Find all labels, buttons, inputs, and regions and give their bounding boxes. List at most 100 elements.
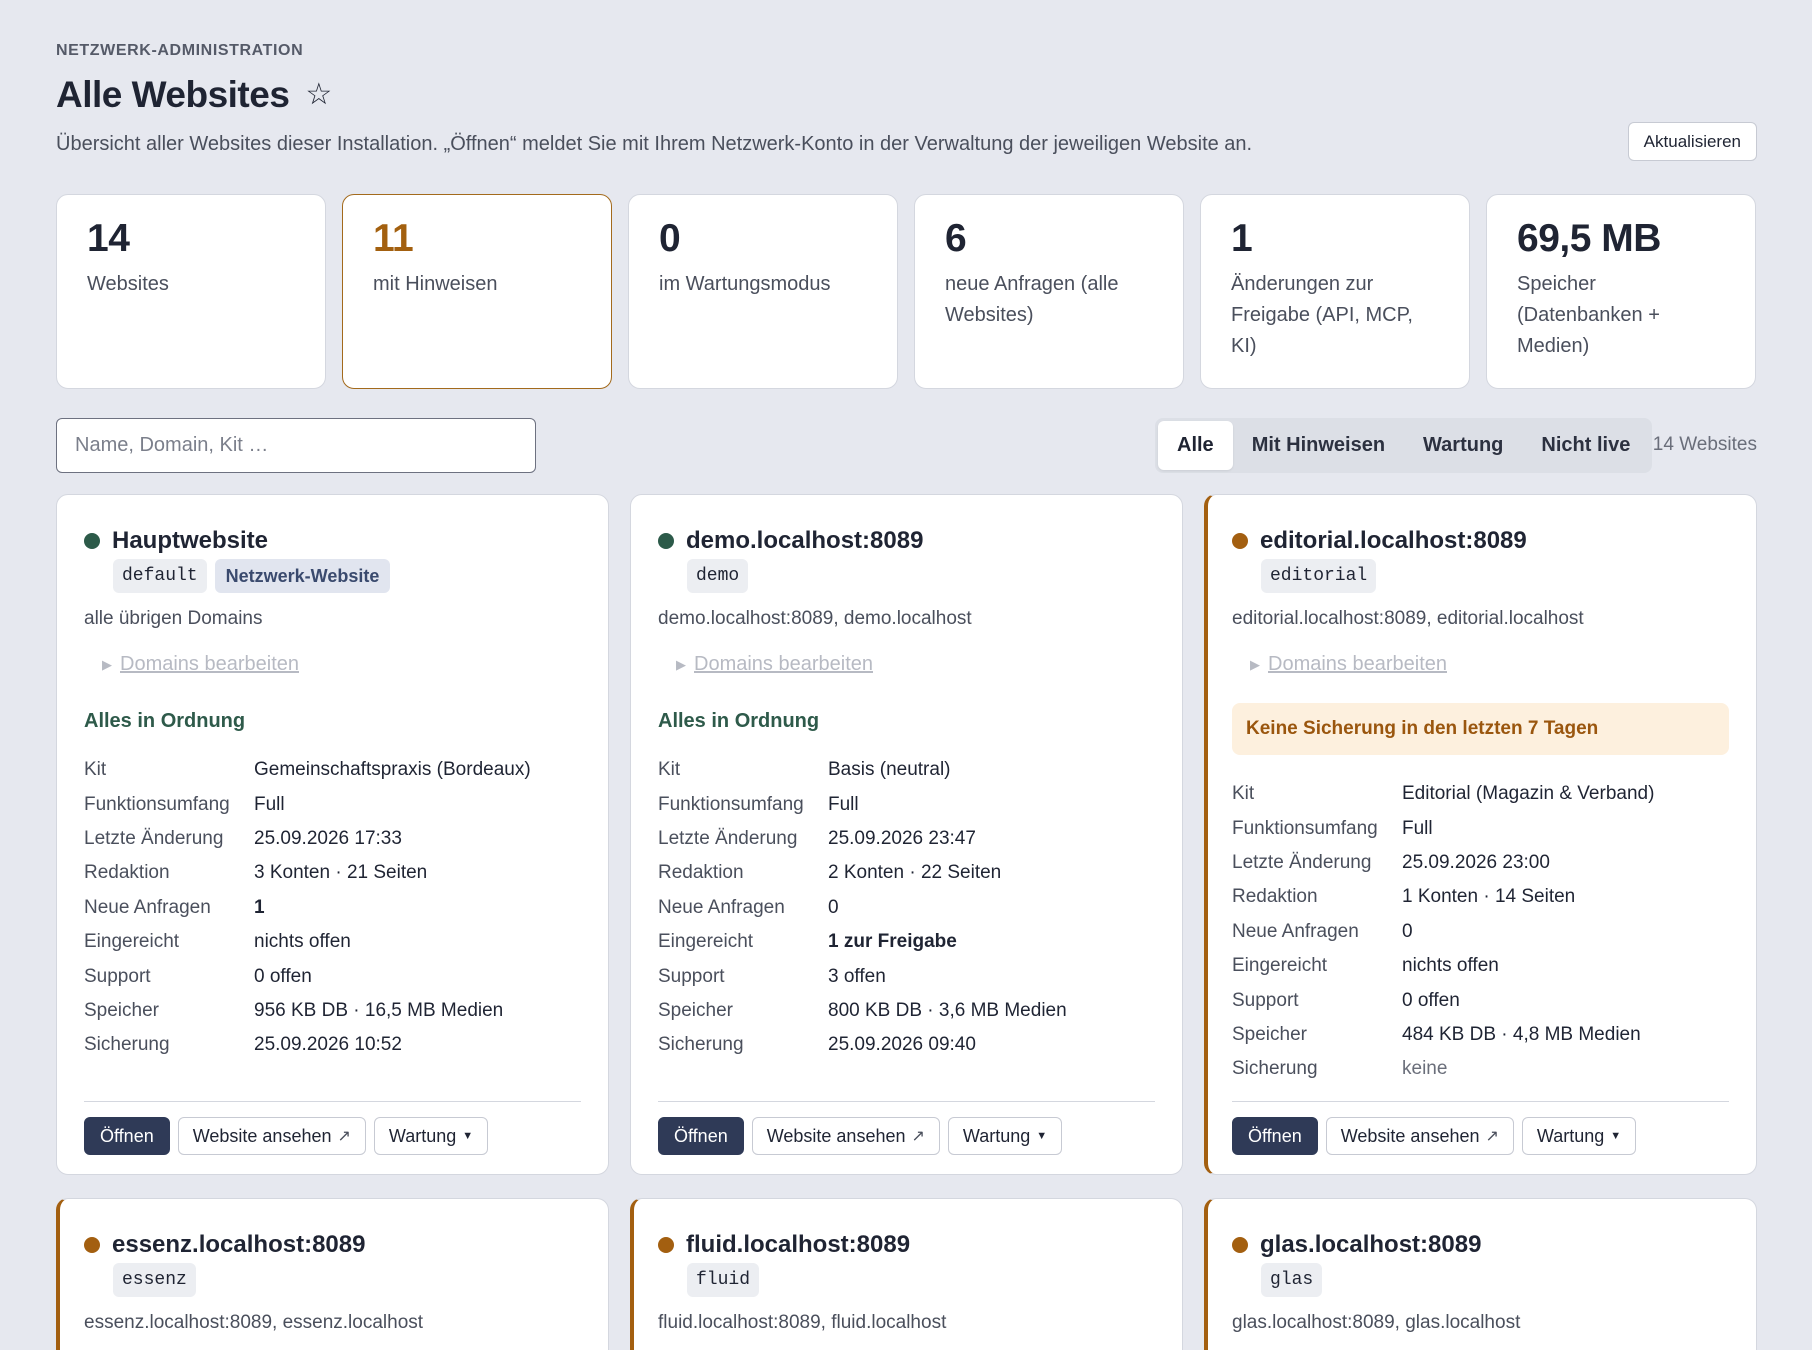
refresh-button[interactable]: Aktualisieren: [1627, 122, 1757, 161]
star-icon[interactable]: ☆: [305, 78, 333, 111]
detail-kit: Editorial (Magazin & Verband): [1402, 783, 1655, 805]
detail-row: Speicher 800 KB DB · 3,6 MB Medien: [658, 994, 1155, 1028]
maintenance-dropdown[interactable]: Wartung ▼: [1521, 1117, 1637, 1155]
site-domains: alle übrigen Domains: [84, 608, 263, 629]
maintenance-dropdown[interactable]: Wartung ▼: [947, 1117, 1063, 1155]
edit-domains-link[interactable]: Domains bearbeiten: [1268, 653, 1447, 675]
maintenance-label: Wartung: [962, 1125, 1031, 1146]
stat-new-requests[interactable]: 6 neue Anfragen (alle Websites): [914, 194, 1184, 389]
filter-tab-not-live[interactable]: Nicht live: [1541, 434, 1631, 456]
detail-row: Redaktion 3 Konten · 21 Seiten: [84, 856, 581, 890]
search-input[interactable]: [56, 418, 536, 473]
view-site-button[interactable]: Website ansehen ↗: [1325, 1117, 1514, 1155]
view-site-button[interactable]: Website ansehen ↗: [751, 1117, 940, 1155]
maintenance-label: Wartung: [388, 1125, 457, 1146]
detail-key: Eingereicht: [658, 931, 754, 953]
edit-domains-toggle[interactable]: ▶ Domains bearbeiten: [102, 653, 299, 676]
detail-key: Kit: [1232, 783, 1255, 805]
status-ok-text: Alles in Ordnung: [658, 710, 820, 732]
edit-domains-toggle[interactable]: ▶ Domains bearbeiten: [676, 653, 873, 676]
detail-backup: 25.09.2026 09:40: [828, 1034, 976, 1056]
view-site-label: Website ansehen: [192, 1125, 332, 1146]
stat-label: Websites: [87, 273, 169, 295]
site-name: glas.localhost:8089: [1260, 1231, 1482, 1258]
detail-key: Speicher: [658, 999, 733, 1021]
stat-pending-changes[interactable]: 1 Änderungen zur Freigabe (API, MCP, KI): [1200, 194, 1470, 389]
detail-key: Letzte Änderung: [84, 827, 224, 849]
detail-key: Funktionsumfang: [1232, 817, 1378, 839]
status-dot-warning-icon: [658, 1237, 674, 1253]
detail-key: Redaktion: [658, 862, 744, 884]
filter-tab-all[interactable]: Alle: [1158, 421, 1233, 470]
divider: [1232, 1101, 1729, 1102]
detail-key: Support: [658, 965, 725, 987]
stat-maintenance[interactable]: 0 im Wartungsmodus: [628, 194, 898, 389]
status-dot-ok-icon: [658, 533, 674, 549]
detail-editorial: 1 Konten · 14 Seiten: [1402, 886, 1576, 908]
page-title: Alle Websites: [56, 74, 290, 115]
filter-tab-maintenance[interactable]: Wartung: [1423, 434, 1504, 456]
detail-row: Letzte Änderung 25.09.2026 23:00: [1232, 846, 1729, 880]
detail-support: 0 offen: [1402, 989, 1460, 1011]
detail-storage: 484 KB DB · 4,8 MB Medien: [1402, 1023, 1641, 1045]
stat-value: 1: [1231, 217, 1253, 260]
stat-label: Änderungen zur Freigabe (API, MCP, KI): [1231, 273, 1413, 357]
edit-domains-link[interactable]: Domains bearbeiten: [694, 653, 873, 675]
site-card: fluid.localhost:8089 fluid fluid.localho…: [630, 1198, 1183, 1350]
caret-down-icon: ▼: [1036, 1130, 1048, 1142]
view-site-label: Website ansehen: [1340, 1125, 1480, 1146]
stat-value: 69,5 MB: [1517, 217, 1661, 260]
detail-row: Eingereicht nichts offen: [84, 925, 581, 959]
detail-row: Kit Editorial (Magazin & Verband): [1232, 777, 1729, 811]
detail-submitted: 1 zur Freigabe: [828, 931, 957, 953]
stat-label: Speicher (Datenbanken + Medien): [1517, 273, 1660, 357]
stat-storage[interactable]: 69,5 MB Speicher (Datenbanken + Medien): [1486, 194, 1756, 389]
card-actions: Öffnen Website ansehen ↗ Wartung ▼: [84, 1117, 489, 1155]
site-slug: demo: [687, 559, 749, 593]
detail-key: Letzte Änderung: [1232, 851, 1372, 873]
detail-row: Eingereicht nichts offen: [1232, 949, 1729, 983]
detail-last-change: 25.09.2026 23:47: [828, 827, 976, 849]
detail-key: Kit: [658, 759, 681, 781]
detail-key: Kit: [84, 759, 107, 781]
stat-value: 14: [87, 217, 130, 260]
detail-editorial: 3 Konten · 21 Seiten: [254, 862, 428, 884]
site-card: demo.localhost:8089 demo demo.localhost:…: [630, 494, 1183, 1175]
detail-row: Sicherung 25.09.2026 09:40: [658, 1028, 1155, 1062]
detail-new-requests: 0: [828, 896, 839, 918]
site-domains: essenz.localhost:8089, essenz.localhost: [84, 1312, 424, 1333]
title-row: Alle Websites ☆: [56, 74, 332, 116]
detail-row: Speicher 956 KB DB · 16,5 MB Medien: [84, 994, 581, 1028]
open-button[interactable]: Öffnen: [658, 1117, 744, 1155]
open-button[interactable]: Öffnen: [1232, 1117, 1318, 1155]
maintenance-label: Wartung: [1536, 1125, 1605, 1146]
site-details: Kit Gemeinschaftspraxis (Bordeaux) Funkti…: [84, 753, 581, 1063]
detail-row: Neue Anfragen 0: [658, 891, 1155, 925]
detail-key: Sicherung: [84, 1034, 170, 1056]
detail-row: Funktionsumfang Full: [84, 787, 581, 821]
backup-warning: Keine Sicherung in den letzten 7 Tagen: [1232, 703, 1729, 755]
detail-storage: 956 KB DB · 16,5 MB Medien: [254, 999, 504, 1021]
view-site-label: Website ansehen: [766, 1125, 906, 1146]
filter-tab-notices[interactable]: Mit Hinweisen: [1251, 434, 1386, 456]
detail-scope: Full: [828, 793, 859, 815]
detail-kit: Basis (neutral): [828, 759, 951, 781]
triangle-right-icon: ▶: [676, 656, 686, 672]
section-eyebrow: NETZWERK-ADMINISTRATION: [56, 42, 304, 59]
network-site-badge: Netzwerk-Website: [214, 559, 391, 593]
detail-row: Letzte Änderung 25.09.2026 23:47: [658, 822, 1155, 856]
detail-row: Eingereicht 1 zur Freigabe: [658, 925, 1155, 959]
status-dot-ok-icon: [84, 533, 100, 549]
detail-key: Support: [84, 965, 151, 987]
open-button[interactable]: Öffnen: [84, 1117, 170, 1155]
maintenance-dropdown[interactable]: Wartung ▼: [373, 1117, 489, 1155]
view-site-button[interactable]: Website ansehen ↗: [177, 1117, 366, 1155]
stat-websites[interactable]: 14 Websites: [56, 194, 326, 389]
detail-key: Neue Anfragen: [1232, 920, 1359, 942]
edit-domains-link[interactable]: Domains bearbeiten: [120, 653, 299, 675]
detail-key: Sicherung: [658, 1034, 744, 1056]
status-dot-warning-icon: [1232, 1237, 1248, 1253]
stat-with-notices[interactable]: 11 mit Hinweisen: [342, 194, 612, 389]
edit-domains-toggle[interactable]: ▶ Domains bearbeiten: [1250, 653, 1447, 676]
external-link-icon: ↗: [1485, 1128, 1499, 1145]
